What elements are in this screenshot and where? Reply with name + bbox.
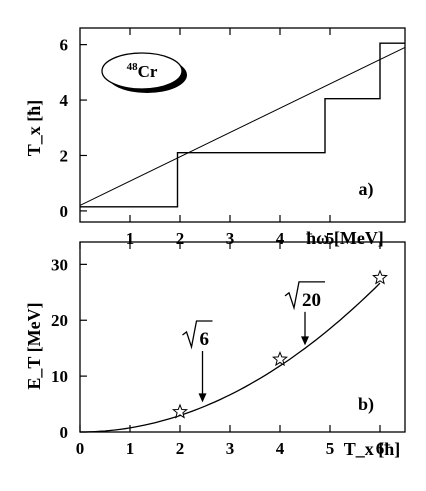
panel-b-y-tick-label: 20: [51, 311, 68, 330]
panel-a-series: [79, 42, 406, 208]
annotation-radical-sign: [284, 281, 325, 311]
annotation-radicand: 20: [302, 290, 321, 311]
panel-b-y-tick-label: 0: [60, 423, 69, 442]
panel-a-y-axis-label: T_x [ħ]: [24, 100, 44, 157]
panel-a-x-axis-label: ħω [MeV]: [306, 228, 384, 248]
nucleus-element: Cr: [138, 62, 158, 81]
panel-b-y-tick-label: 30: [51, 255, 68, 274]
panel-a-x-tick-label: 1: [126, 229, 135, 248]
nucleus-badge-label: 48Cr: [127, 61, 158, 81]
panel-b-curve: [80, 282, 381, 433]
panel-b-star-marker: [271, 351, 289, 367]
panel-a-x-tick-label: 3: [226, 229, 235, 248]
panel-a-frame: [79, 27, 406, 223]
panel-b-x-tick-label: 6: [376, 439, 385, 458]
panel-b-annotations: 6 20: [182, 281, 325, 403]
panel-b-x-tick-label: 1: [126, 439, 135, 458]
panel-b-frame: [79, 241, 406, 433]
panel-a-label: a): [359, 179, 374, 200]
panel-b-series: [80, 269, 389, 433]
nucleus-badge-ellipse: [101, 52, 183, 90]
panel-b-x-tick-label: 0: [76, 439, 85, 458]
panel-a-x-tick-label: 5: [326, 229, 335, 248]
panel-b-x-tick-label: 3: [226, 439, 235, 458]
panel-b-x-axis-label: T_x [ħ]: [344, 439, 401, 459]
panel-b-y-axis-label: E_T [MeV]: [24, 302, 44, 389]
panel-a-y-tick-label: 0: [60, 202, 69, 221]
annotation-arrow-head: [301, 336, 309, 346]
panel-b-star-marker: [171, 403, 189, 419]
annotation-radical-sign: [182, 320, 213, 350]
panel-b-ticks: 0 1 2 3 4 5 6 0 10 20 30: [51, 242, 384, 458]
panel-b-star-marker: [371, 269, 389, 285]
panel-a-y-tick-label: 6: [60, 36, 69, 55]
panel-a-linear-series: [79, 46, 406, 206]
panel-b-x-tick-label: 2: [176, 439, 185, 458]
panel-a-y-tick-label: 4: [60, 91, 69, 110]
panel-b: 0 1 2 3 4 5 6 0 10 20 30 6 20 b) T_x [ħ] E_T [MeV]: [24, 241, 406, 459]
panel-b-x-tick-label: 5: [326, 439, 335, 458]
panel-a-step-series: [80, 42, 405, 208]
nucleus-mass-number: 48: [127, 61, 139, 73]
panel-a-x-tick-label: 2: [176, 229, 185, 248]
panel-a-y-tick-label: 2: [60, 146, 69, 165]
nucleus-badge: 48Cr: [101, 52, 187, 93]
panel-b-x-tick-label: 4: [276, 439, 285, 458]
annotation-arrow-head: [198, 393, 207, 403]
panel-a-ticks: 1 2 3 4 5 0 2 4 6: [60, 28, 335, 248]
panel-a-x-tick-label: 4: [276, 229, 285, 248]
panel-a: 1 2 3 4 5 0 2 4 6 48Cr a) ħω [MeV] T_x [ħ]: [24, 27, 406, 248]
annotation-radicand: 6: [200, 329, 210, 350]
panel-b-label: b): [358, 394, 374, 415]
panel-b-y-tick-label: 10: [51, 367, 68, 386]
